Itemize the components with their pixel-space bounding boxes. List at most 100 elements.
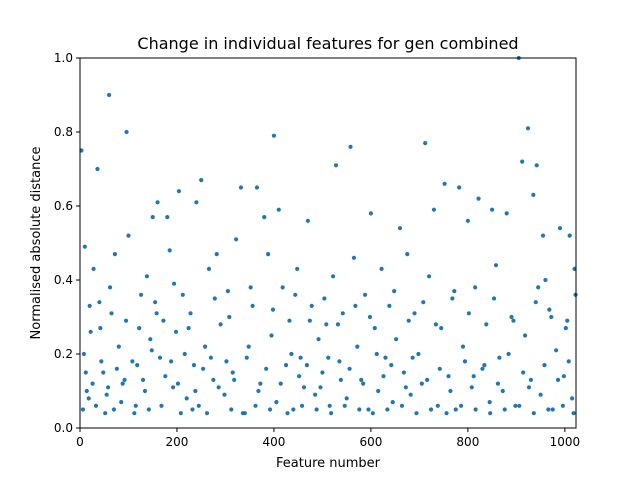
data-point (431, 207, 437, 212)
data-point (206, 266, 212, 271)
data-point (159, 403, 164, 408)
data-point (91, 266, 96, 271)
data-point (571, 411, 576, 416)
data-point (222, 392, 227, 397)
data-point (109, 311, 114, 316)
data-point (240, 411, 246, 416)
data-point (563, 326, 568, 331)
data-point (289, 351, 294, 357)
data-point (359, 377, 364, 382)
data-point (381, 374, 386, 379)
data-point (425, 377, 430, 382)
data-point (565, 318, 570, 323)
data-point (531, 411, 536, 416)
data-point (433, 322, 438, 327)
data-point (414, 411, 419, 416)
data-point (271, 133, 277, 138)
data-point (435, 403, 440, 408)
data-point (458, 403, 464, 408)
data-point (157, 355, 163, 360)
data-point (173, 329, 179, 334)
data-point (570, 396, 575, 401)
data-point (488, 411, 493, 416)
data-point (126, 233, 131, 238)
data-point (232, 377, 237, 382)
data-point (322, 296, 327, 301)
data-point (270, 307, 276, 312)
data-point (410, 355, 415, 360)
y-tick-label: 0.2 (54, 347, 73, 361)
x-tick-label: 600 (359, 435, 382, 449)
data-point (84, 388, 89, 394)
data-point (342, 403, 347, 408)
data-point (511, 318, 516, 323)
data-point (534, 163, 539, 168)
data-point (120, 381, 125, 386)
data-point (201, 366, 206, 371)
data-point (295, 266, 300, 271)
data-point (561, 374, 566, 379)
data-point (123, 318, 129, 323)
data-point (88, 329, 93, 334)
data-point (98, 326, 103, 331)
data-point (423, 141, 428, 146)
data-point (103, 411, 108, 416)
data-point (246, 344, 251, 349)
data-point (313, 392, 318, 397)
data-point (262, 215, 267, 220)
data-point (316, 337, 321, 342)
data-point (491, 296, 497, 301)
data-point (504, 211, 509, 216)
data-point (457, 185, 462, 190)
data-point (344, 396, 349, 401)
data-point (190, 407, 195, 412)
data-point (324, 322, 329, 327)
data-point (229, 407, 234, 412)
data-point (153, 300, 158, 305)
data-point (442, 181, 447, 186)
data-point (304, 363, 310, 368)
data-point (546, 407, 551, 412)
data-point (171, 281, 177, 286)
data-point (80, 407, 86, 412)
data-point (555, 377, 561, 382)
data-point (469, 385, 474, 390)
data-point (93, 403, 99, 408)
data-point (138, 292, 144, 297)
data-point (122, 377, 127, 382)
data-point (482, 363, 487, 368)
data-point (148, 337, 153, 342)
data-point (419, 381, 424, 386)
data-point (274, 400, 279, 405)
data-point (387, 303, 392, 308)
data-point (234, 237, 239, 242)
data-point (473, 407, 478, 412)
y-tick-label: 1.0 (54, 51, 73, 65)
data-point (186, 326, 191, 331)
data-point (314, 407, 319, 412)
data-point (283, 363, 289, 368)
data-point (149, 348, 154, 353)
data-point (130, 359, 135, 364)
data-point (327, 403, 332, 408)
data-point (397, 226, 403, 231)
data-point (337, 359, 342, 364)
data-point (538, 392, 543, 397)
data-point (460, 344, 466, 349)
data-point (379, 266, 384, 271)
data-point (506, 351, 511, 357)
data-point (405, 252, 410, 257)
data-point (366, 407, 371, 412)
data-point (528, 377, 534, 382)
x-tick-label: 0 (76, 435, 84, 449)
data-point (480, 366, 485, 371)
data-point (199, 178, 204, 183)
data-point (487, 400, 492, 405)
data-point (326, 355, 331, 360)
data-point (133, 403, 138, 408)
data-point (374, 351, 379, 357)
data-point (367, 314, 373, 320)
data-point (132, 411, 137, 416)
data-point (278, 381, 283, 386)
data-point (309, 303, 314, 308)
